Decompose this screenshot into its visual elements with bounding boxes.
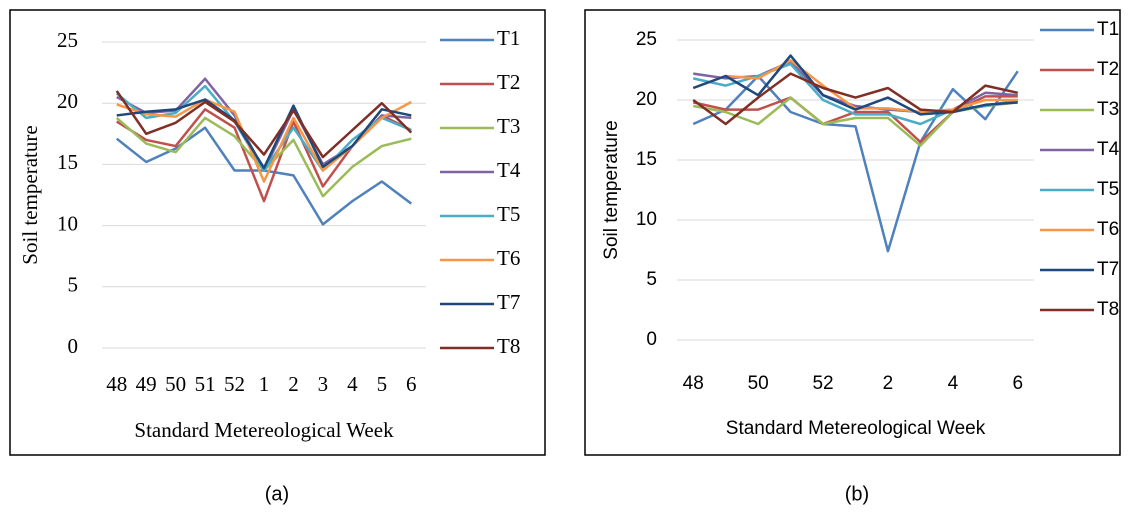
legend-label: T3 — [1097, 99, 1119, 120]
y-tick-label: 5 — [646, 269, 657, 290]
legend-label: T8 — [497, 334, 520, 358]
y-tick-label: 20 — [636, 89, 657, 110]
x-tick-label: 50 — [165, 372, 186, 396]
x-tick-label: 51 — [195, 372, 216, 396]
y-tick-label: 10 — [57, 211, 78, 235]
y-tick-label: 25 — [636, 29, 657, 50]
y-tick-label: 25 — [57, 28, 78, 52]
y-tick-label: 5 — [68, 273, 79, 297]
x-tick-label: 2 — [883, 373, 894, 394]
series-line — [115, 90, 413, 159]
caption: (b) — [845, 483, 869, 505]
x-tick-label: 48 — [683, 373, 704, 394]
x-tick-label: 48 — [106, 372, 127, 396]
series-line — [692, 70, 1019, 253]
x-tick-label: 52 — [224, 372, 245, 396]
legend-label: T2 — [497, 70, 520, 94]
legend-label: T3 — [497, 114, 520, 138]
legend-label: T7 — [1097, 259, 1119, 280]
chart-frame — [9, 9, 546, 456]
series-line — [692, 72, 1019, 126]
legend-label: T1 — [1097, 19, 1119, 40]
chart-a: 0 5 10 15 20 25 T1 T2 T3 T4 T5 T6 T7 T8 48 49 50 51 52 1 2 3 4… — [9, 9, 546, 456]
x-tick-label: 50 — [748, 373, 769, 394]
chart-frame — [584, 9, 1121, 456]
y-axis-title: Soil temperature — [601, 120, 622, 259]
series-line — [116, 98, 412, 170]
y-tick-label: 0 — [646, 329, 657, 350]
x-tick-label: 2 — [288, 372, 299, 396]
legend-label: T5 — [497, 202, 520, 226]
legend-label: T6 — [1097, 219, 1119, 240]
x-tick-label: 3 — [318, 372, 329, 396]
legend-label: T4 — [1097, 139, 1120, 160]
legend-label: T6 — [497, 246, 520, 270]
x-tick-label: 6 — [406, 372, 417, 396]
y-tick-label: 20 — [57, 89, 78, 113]
chart-b: 0 5 10 15 20 25 T1 T2 T3 T4 T5 T6 T7 T8 48 50 52 2 4 6 Soil … — [584, 9, 1121, 456]
caption: (a) — [265, 483, 289, 505]
x-tick-label: 49 — [136, 372, 157, 396]
x-tick-label: 1 — [259, 372, 270, 396]
legend-label: T4 — [497, 158, 521, 182]
x-axis-title: Standard Metereological Week — [134, 418, 394, 442]
y-tick-label: 0 — [68, 334, 79, 358]
x-tick-label: 5 — [377, 372, 388, 396]
legend-label: T7 — [497, 290, 520, 314]
x-axis-title: Standard Metereological Week — [726, 418, 986, 439]
series-line — [116, 98, 412, 183]
y-tick-label: 15 — [636, 149, 657, 170]
legend-label: T5 — [1097, 179, 1119, 200]
x-tick-label: 4 — [948, 373, 959, 394]
x-tick-label: 4 — [347, 372, 358, 396]
x-tick-label: 6 — [1012, 373, 1023, 394]
legend-label: T8 — [1097, 299, 1119, 320]
x-tick-label: 52 — [812, 373, 833, 394]
series-line — [692, 54, 1018, 116]
legend-label: T1 — [497, 26, 520, 50]
legend-label: T2 — [1097, 59, 1119, 80]
y-tick-label: 10 — [636, 209, 657, 230]
y-tick-label: 15 — [57, 150, 78, 174]
y-axis-title: Soil temperature — [18, 125, 42, 264]
